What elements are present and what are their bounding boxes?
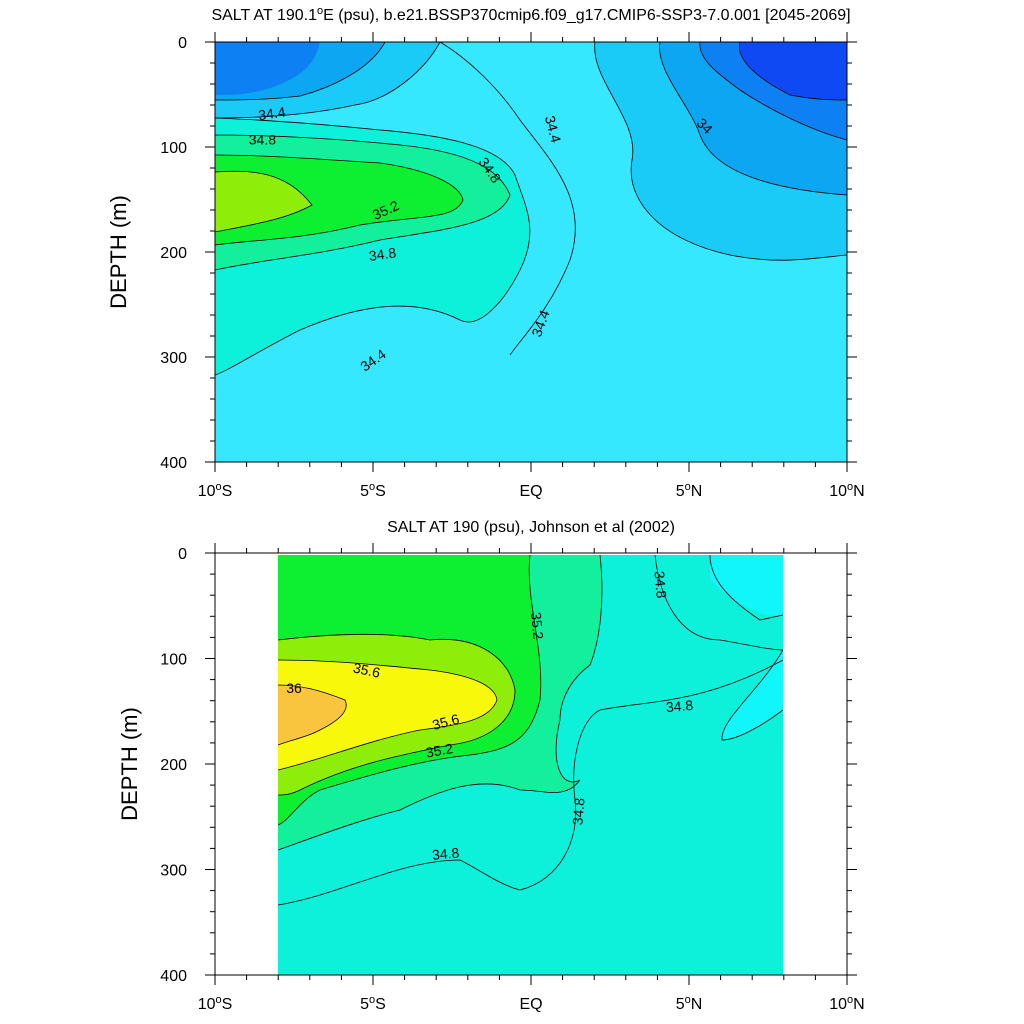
fill-west-edge: [278, 555, 315, 613]
y-tick-label: 400: [160, 455, 187, 472]
contour-line: [215, 42, 441, 119]
contour-label-text: 34.4: [257, 104, 286, 124]
y-tick-label: 400: [160, 968, 187, 985]
contour-label: 35.2: [425, 740, 455, 761]
contour-label-text: 35.2: [528, 612, 546, 641]
panel-model-title: SALT AT 190.1oE (psu), b.e21.BSSP370cmip…: [211, 5, 850, 24]
fill-east-33-8: [739, 42, 847, 100]
contour-line: [278, 659, 498, 771]
panel-model-contour-fill: [215, 42, 847, 462]
contour-line: [278, 555, 542, 826]
contour-label-text: 34.8: [665, 697, 694, 715]
y-tick-label: 300: [160, 350, 187, 367]
contour-label: 34.8: [249, 132, 276, 148]
contour-label: 34.4: [257, 104, 286, 124]
panel-obs-contour-labels: 36 35.6 35.6 35.2 35.2 34.8 34.8 34.8 34.8: [286, 570, 694, 862]
panel-obs-contour-fill: [278, 555, 783, 975]
x-tick-label: 5oS: [360, 994, 386, 1013]
fill-tongue-35-2: [215, 155, 463, 245]
fill-36-0: [278, 685, 347, 745]
contour-line: [699, 42, 847, 141]
contour-label: 34.8: [651, 570, 669, 599]
contour-label: 34.4: [542, 114, 565, 145]
contour-label-text: 35.6: [352, 659, 382, 680]
panel-obs-axes: 0 100 200 300 400 10oS 5oS EQ 5oN 10oN: [160, 543, 865, 1013]
fill-west-34-0: [215, 42, 320, 95]
contour-line: [215, 154, 464, 246]
contour-line: [215, 117, 531, 376]
x-tick-label: 10oS: [198, 481, 233, 500]
contour-line: [439, 42, 576, 356]
fill-35-8: [278, 660, 497, 770]
contour-line: [709, 555, 783, 621]
contour-line: [215, 42, 386, 101]
x-tick-label: 5oS: [360, 481, 386, 500]
contour-label: 34.8: [569, 797, 587, 826]
y-tick-label: 100: [160, 652, 187, 669]
fill-e-cyan: [721, 650, 783, 740]
y-tick-label: 0: [178, 546, 187, 563]
contour-line: [278, 684, 347, 746]
panel-model-axes: 0 100 200 300 400 10oS 5oS EQ 5oN 10oN: [160, 32, 865, 500]
contour-line: [278, 633, 516, 796]
panel-obs-contour-lines: [278, 555, 783, 906]
contour-label-text: 34.8: [431, 844, 460, 862]
x-tick-label: EQ: [519, 483, 542, 500]
x-tick-label: 10oN: [829, 481, 864, 500]
x-tick-label: 10oS: [198, 994, 233, 1013]
y-tick-label: 0: [178, 35, 187, 52]
contour-line: [215, 134, 511, 271]
contour-line: [599, 659, 783, 711]
x-tick-label: 5oN: [676, 994, 703, 1013]
y-tick-label: 300: [160, 863, 187, 880]
contour-line: [721, 649, 783, 741]
panel-model-contour-lines: [215, 42, 847, 376]
contour-line: [278, 709, 601, 906]
panel-obs-title: SALT AT 190 (psu), Johnson et al (2002): [387, 519, 675, 536]
contour-label: 34.8: [665, 697, 694, 715]
x-tick-label: 5oN: [676, 481, 703, 500]
contour-line: [738, 42, 847, 101]
contour-line: [594, 42, 847, 261]
contour-label-text: 34.8: [569, 797, 587, 826]
panel-model: SALT AT 190.1oE (psu), b.e21.BSSP370cmip…: [106, 5, 865, 500]
contour-label: 35.2: [528, 612, 546, 641]
contour-label: 35.6: [430, 710, 461, 733]
contour-label: 34.8: [368, 244, 397, 264]
panel-model-y-axis-label: DEPTH (m): [106, 195, 131, 309]
contour-line: [215, 170, 313, 233]
fill-ne-cyan: [710, 555, 783, 616]
contour-label: 35.6: [352, 659, 382, 680]
contour-line: [278, 555, 603, 851]
y-tick-label: 200: [160, 757, 187, 774]
contour-label-text: 36: [286, 680, 302, 696]
contour-label-text: 35.6: [430, 710, 461, 733]
panel-obs: SALT AT 190 (psu), Johnson et al (2002): [117, 519, 865, 1013]
x-tick-label: EQ: [519, 996, 542, 1013]
contour-line: [659, 42, 847, 196]
contour-label-text: 34.4: [542, 114, 565, 145]
contour-label-text: 34.8: [368, 244, 397, 264]
panel-obs-y-axis-label: DEPTH (m): [117, 707, 142, 821]
contour-label: 36: [286, 680, 302, 696]
y-tick-label: 100: [160, 140, 187, 157]
contour-label-text: 35.2: [425, 740, 455, 761]
contour-line: [654, 555, 783, 651]
contour-label: 34.8: [431, 844, 460, 862]
contour-label-text: 34.8: [249, 132, 276, 148]
contour-label-text: 34.8: [651, 570, 669, 599]
x-tick-label: 10oN: [829, 994, 864, 1013]
y-tick-label: 200: [160, 245, 187, 262]
fill-tongue-35-4: [215, 171, 312, 232]
